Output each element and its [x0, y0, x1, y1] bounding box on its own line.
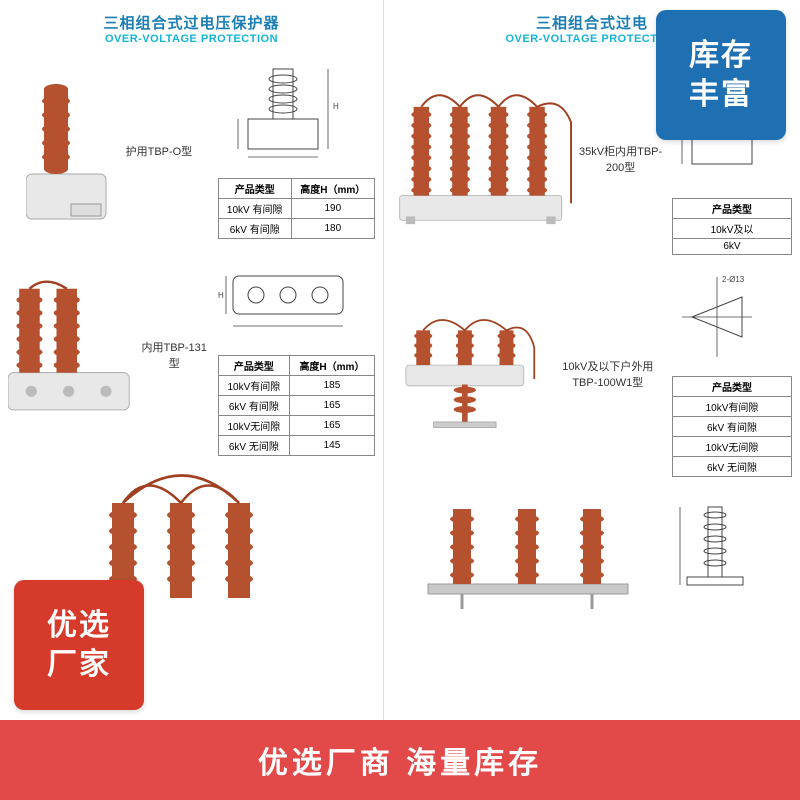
tbp-131-table: 产品类型高度H（mm） 10kV有间隙185 6kV 有间隙165 10kV无间… [218, 355, 375, 456]
tbp-100w1-spec: 2-Ø13 产品类型 10kV有间隙 6kV 有间隙 10kV无间隙 6kV 无… [672, 267, 792, 477]
left-row-2: 内用TBP-131型 H 产品类型高度H（mm） 10kV有间隙185 6kV … [8, 251, 375, 456]
bar-mount-spec [672, 497, 792, 612]
title-en: OVER-VOLTAGE PROTECTION [8, 33, 375, 45]
badge-factory-text: 优选厂家 [32, 606, 126, 684]
badge-factory: 优选厂家 [14, 580, 144, 710]
product-tbp-o: 护用TBP-O型 [8, 74, 210, 224]
right-row-2: 10kV及以下户外用TBP-100W1型 2-Ø13 产品类型 10kV有间隙 … [392, 267, 792, 477]
badge-stock: 库存丰富 [656, 10, 786, 140]
svg-text:H: H [333, 102, 339, 111]
tbp-200-table: 产品类型 10kV及以 6kV [672, 198, 792, 255]
left-title: 三相组合式过电压保护器 OVER-VOLTAGE PROTECTION [8, 12, 375, 45]
tbp-o-caption: 护用TBP-O型 [126, 143, 193, 159]
svg-text:2-Ø13: 2-Ø13 [722, 275, 745, 284]
svg-text:H: H [218, 291, 224, 300]
tbp-200-caption: 35kV柜内用TBP-200型 [577, 143, 664, 175]
tbp-o-table: 产品类型高度H（mm） 10kV 有间隙190 6kV 有间隙180 [218, 178, 375, 239]
title-cn: 三相组合式过电压保护器 [8, 12, 375, 33]
tbp-131-spec: H 产品类型高度H（mm） 10kV有间隙185 6kV 有间隙165 10kV… [218, 251, 375, 456]
tbp-100w1-caption: 10kV及以下户外用TBP-100W1型 [552, 358, 664, 390]
left-row-1: 护用TBP-O型 H 产品类型高度H（mm） 10kV 有间 [8, 59, 375, 239]
tbp-131-caption: 内用TBP-131型 [139, 339, 210, 371]
product-tbp-200: 35kV柜内用TBP-200型 [392, 62, 664, 252]
tbp-100w1-table: 产品类型 10kV有间隙 6kV 有间隙 10kV无间隙 6kV 无间隙 [672, 376, 792, 477]
badge-stock-text: 库存丰富 [674, 36, 768, 114]
product-bar-mount [392, 489, 664, 619]
footer-text: 优选厂商 海量库存 [258, 738, 542, 782]
right-row-3 [392, 489, 792, 619]
product-tbp-131: 内用TBP-131型 [8, 274, 210, 434]
tbp-o-spec: H 产品类型高度H（mm） 10kV 有间隙190 6kV 有间隙180 [218, 59, 375, 239]
product-tbp-100w1: 10kV及以下户外用TBP-100W1型 [392, 272, 664, 472]
footer-bar: 优选厂商 海量库存 [0, 720, 800, 800]
